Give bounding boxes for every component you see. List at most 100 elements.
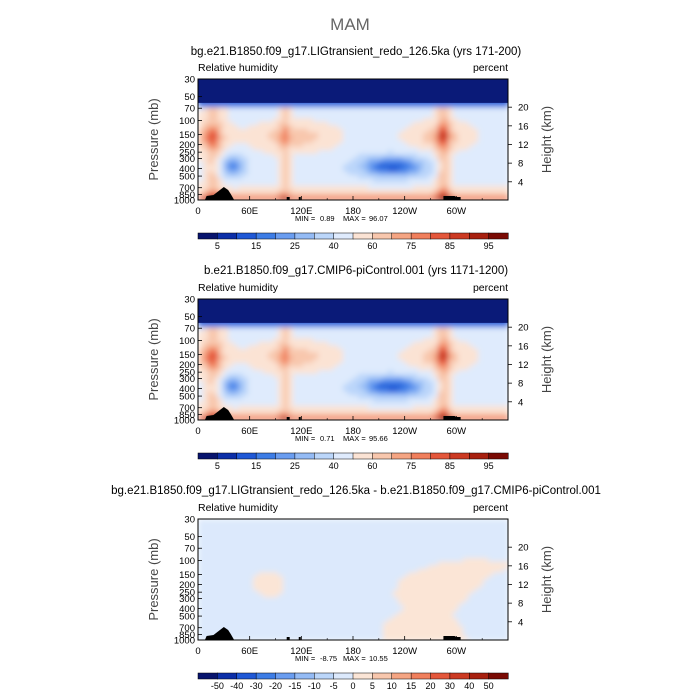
pressure-tick-label: 400: [179, 164, 195, 175]
colorbar-swatch: [294, 452, 315, 460]
longitude-tick-label: 180: [345, 426, 361, 437]
pressure-tick-label: 30: [184, 295, 195, 306]
panel-3-pressure-label: Pressure (mb): [146, 538, 161, 620]
colorbar-swatch: [391, 232, 412, 240]
longitude-tick-label: 180: [345, 206, 361, 217]
colorbar-swatch: [372, 452, 393, 460]
colorbar-label: 60: [367, 241, 377, 251]
pressure-tick-label: 30: [184, 515, 195, 526]
panel-2-contour-field: [198, 299, 508, 420]
panel-2-subtitle: b.e21.B1850.f09_g17.CMIP6-piControl.001 …: [204, 265, 508, 277]
longitude-tick-label: 60E: [241, 206, 258, 217]
colorbar-swatch: [352, 672, 373, 680]
colorbar-swatch: [236, 672, 257, 680]
pressure-tick-label: 250: [179, 368, 195, 379]
panel-1-longitude-axis: 0 60E 120E 180 120W 60W: [195, 196, 483, 217]
colorbar-label: 0: [350, 681, 355, 691]
panel-2-pressure-label: Pressure (mb): [146, 318, 161, 400]
pressure-tick-label: 500: [179, 612, 195, 623]
svg-text:96.07: 96.07: [369, 214, 388, 223]
panel-1: bg.e21.B1850.f09_g17.LIGtransient_redo_1…: [146, 46, 554, 251]
colorbar-label: -10: [308, 681, 321, 691]
colorbar-swatch: [294, 232, 315, 240]
height-tick-label: 12: [518, 580, 529, 591]
pressure-tick-label: 70: [184, 544, 195, 555]
panel-1-variable: Relative humidity: [198, 62, 279, 74]
svg-text:0.89: 0.89: [320, 214, 335, 223]
panel-2-colorbar: 5 15 25 40 60 75 85 95: [197, 452, 509, 471]
colorbar-swatch: [197, 232, 218, 240]
colorbar-swatch: [197, 452, 218, 460]
panel-2-height-axis: 20 16 12 8 4: [508, 323, 529, 408]
height-tick-label: 8: [518, 159, 523, 170]
pressure-tick-label: 1000: [174, 196, 195, 207]
colorbar-swatch: [488, 672, 509, 680]
height-tick-label: 20: [518, 323, 529, 334]
pressure-tick-label: 100: [179, 556, 195, 567]
pressure-tick-label: 300: [179, 374, 195, 385]
colorbar-swatch: [449, 452, 470, 460]
panel-1-height-label: Height (km): [539, 106, 554, 173]
longitude-tick-label: 60W: [447, 206, 467, 217]
pressure-tick-label: 300: [179, 594, 195, 605]
colorbar-swatch: [488, 232, 509, 240]
panel-1-contour-field: [198, 79, 508, 200]
panel-3-height-axis: 20 16 12 8 4: [508, 543, 529, 628]
figure-title: MAM: [330, 15, 370, 34]
height-tick-label: 8: [518, 379, 523, 390]
colorbar-swatch: [275, 232, 296, 240]
panel-3-subtitle: bg.e21.B1850.f09_g17.LIGtransient_redo_1…: [111, 485, 601, 497]
pressure-tick-label: 850: [179, 190, 195, 201]
height-tick-label: 4: [518, 617, 523, 628]
pressure-tick-label: 100: [179, 336, 195, 347]
pressure-tick-label: 850: [179, 410, 195, 421]
colorbar-swatch: [430, 452, 451, 460]
pressure-tick-label: 100: [179, 116, 195, 127]
colorbar-label: 5: [215, 241, 220, 251]
pressure-tick-label: 50: [184, 532, 195, 543]
height-tick-label: 20: [518, 103, 529, 114]
pressure-tick-label: 70: [184, 324, 195, 335]
colorbar-label: 25: [290, 241, 300, 251]
colorbar-label: -40: [230, 681, 243, 691]
colorbar-swatch: [449, 232, 470, 240]
longitude-tick-label: 0: [195, 206, 200, 217]
colorbar-swatch: [255, 672, 277, 680]
colorbar-swatch: [294, 672, 315, 680]
panel-3-variable: Relative humidity: [198, 502, 279, 514]
colorbar-swatch: [333, 232, 354, 240]
pressure-tick-label: 150: [179, 570, 195, 581]
height-tick-label: 16: [518, 121, 529, 132]
colorbar-swatch: [410, 232, 432, 240]
height-tick-label: 8: [518, 599, 523, 610]
colorbar-swatch: [217, 672, 238, 680]
colorbar-label: 15: [406, 681, 416, 691]
colorbar-label: -15: [288, 681, 301, 691]
colorbar-label: 50: [484, 681, 494, 691]
colorbar-label: 60: [367, 461, 377, 471]
pressure-tick-label: 70: [184, 104, 195, 115]
height-tick-label: 20: [518, 543, 529, 554]
longitude-tick-label: 180: [345, 646, 361, 657]
pressure-tick-label: 300: [179, 154, 195, 165]
panel-1-subtitle: bg.e21.B1850.f09_g17.LIGtransient_redo_1…: [191, 46, 522, 58]
height-tick-label: 4: [518, 397, 523, 408]
height-tick-label: 16: [518, 341, 529, 352]
colorbar-label: 40: [329, 241, 339, 251]
height-tick-label: 4: [518, 177, 523, 188]
colorbar-swatch: [410, 672, 432, 680]
pressure-tick-label: 150: [179, 130, 195, 141]
panel-2-stratosphere-band: [198, 299, 508, 323]
pressure-tick-label: 30: [184, 75, 195, 86]
colorbar-swatch: [352, 452, 373, 460]
panel-3-units: percent: [473, 502, 508, 514]
longitude-tick-label: 60W: [447, 426, 467, 437]
colorbar-swatch: [275, 452, 296, 460]
colorbar-label: 40: [464, 681, 474, 691]
colorbar-label: 75: [406, 461, 416, 471]
colorbar-swatch: [255, 452, 277, 460]
colorbar-swatch: [430, 672, 451, 680]
panel-2-height-label: Height (km): [539, 326, 554, 393]
colorbar-swatch: [217, 452, 238, 460]
